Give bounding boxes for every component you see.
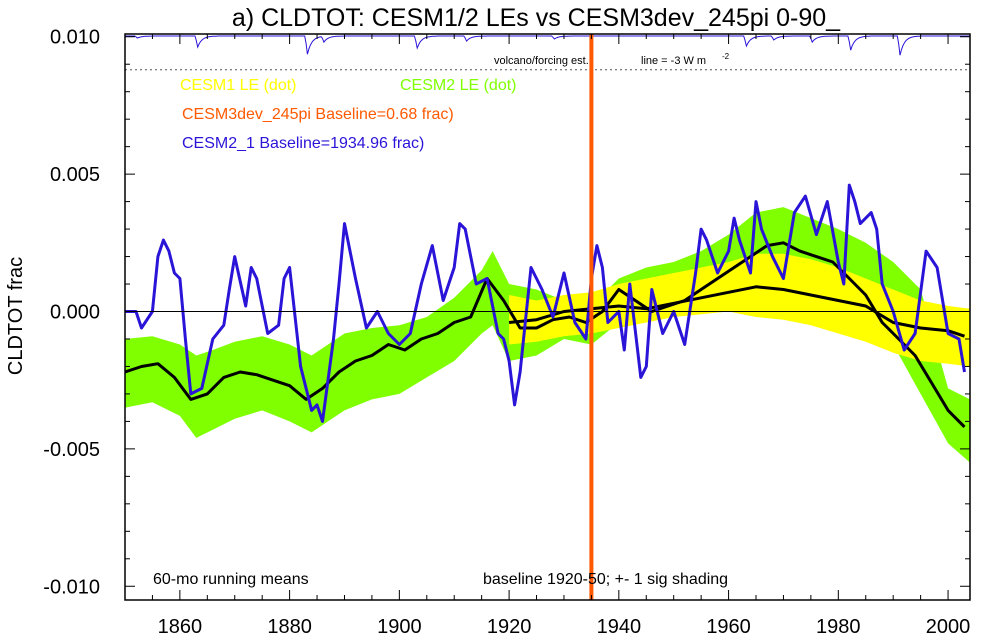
shading-bands [125, 207, 970, 463]
legend-cesm2: CESM2 LE (dot) [400, 77, 516, 94]
legend-cesm1: CESM1 LE (dot) [180, 77, 296, 94]
plot-frame [124, 33, 971, 601]
volcano-line-annotation-exp: -2 [722, 52, 730, 61]
y-tick-label: -0.010 [43, 576, 100, 598]
y-axis-label: CLDTOT frac [5, 257, 27, 375]
y-tick-label: 0.005 [50, 164, 100, 186]
axes: 1860 1880 1900 1920 1940 1960 1980 2000 0.010 0.0… [43, 27, 971, 638]
legend: CESM1 LE (dot) CESM2 LE (dot) CESM3dev_2… [180, 77, 516, 152]
legend-cesm2-1: CESM2_1 Baseline=1934.96 frac) [182, 135, 424, 152]
volcano-annotation: volcano/forcing est. [494, 55, 589, 67]
series-cesm2-1 [125, 183, 966, 423]
x-tick-label: 1920 [487, 616, 532, 638]
x-tick-label: 1980 [816, 616, 861, 638]
x-tick-label: 1860 [158, 616, 203, 638]
x-tick-label: 1900 [377, 616, 422, 638]
volcano-forcing-trace [125, 35, 970, 56]
running-means-annotation: 60-mo running means [153, 571, 309, 588]
volcano-line-annotation: line = -3 W m [641, 55, 706, 67]
baseline-annotation: baseline 1920-50; +- 1 sig shading [483, 571, 728, 588]
y-tick-label: -0.005 [43, 439, 100, 461]
y-tick-label: 0.010 [50, 27, 100, 49]
legend-cesm3dev: CESM3dev_245pi Baseline=0.68 frac) [182, 106, 454, 123]
series-cesm2-le-mean [125, 241, 966, 428]
x-tick-label: 1880 [267, 616, 312, 638]
x-tick-label: 1940 [597, 616, 642, 638]
x-tick-label: 2000 [926, 616, 971, 638]
y-tick-label: 0.000 [50, 302, 100, 324]
series-lines [125, 183, 966, 428]
x-tick-label: 1960 [706, 616, 751, 638]
plot-area [125, 34, 970, 600]
chart-title: a) CLDTOT: CESM1/2 LEs vs CESM3dev_245pi… [232, 4, 841, 32]
reference-lines [125, 34, 970, 600]
